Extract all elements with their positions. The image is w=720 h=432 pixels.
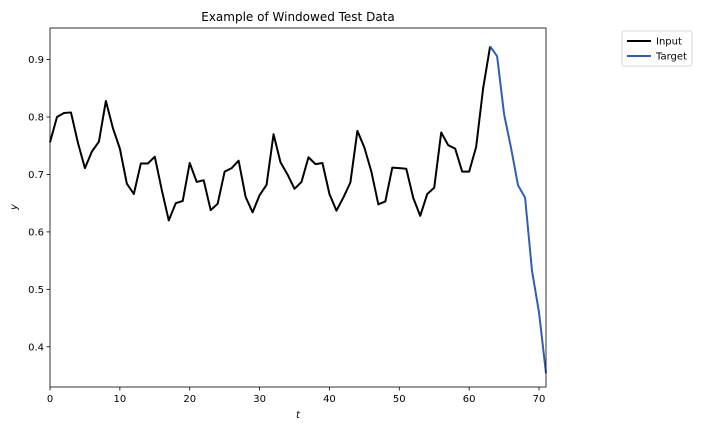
plot-lines (49, 45, 547, 374)
y-tick-label: 0.4 (28, 342, 44, 353)
y-tick-label: 0.7 (28, 170, 44, 181)
x-tick-label: 70 (533, 394, 546, 405)
y-tick-label: 0.6 (28, 227, 44, 238)
x-tick-label: 20 (183, 394, 196, 405)
y-axis: 0.4 0.5 0.6 0.7 0.8 0.9 (28, 55, 50, 353)
y-tick-label: 0.8 (28, 113, 44, 124)
y-tick-label: 0.9 (28, 55, 44, 66)
x-tick-label: 50 (393, 394, 406, 405)
legend-label-input: Input (656, 37, 682, 48)
legend-label-target: Target (655, 52, 687, 63)
y-axis-label: y (9, 203, 20, 211)
x-tick-label: 60 (463, 394, 476, 405)
series-line-target (489, 45, 547, 374)
chart-title: Example of Windowed Test Data (201, 10, 394, 24)
legend: Input Target (621, 30, 693, 67)
series-line-input (49, 46, 492, 222)
x-axis-label: t (296, 410, 301, 421)
y-tick-label: 0.5 (28, 285, 44, 296)
x-axis: 0 10 20 30 40 50 60 70 (47, 387, 546, 405)
legend-box (621, 30, 693, 67)
x-tick-label: 40 (323, 394, 336, 405)
x-tick-label: 0 (47, 394, 53, 405)
x-tick-label: 30 (253, 394, 266, 405)
x-tick-label: 10 (113, 394, 126, 405)
plot-frame (49, 27, 547, 388)
